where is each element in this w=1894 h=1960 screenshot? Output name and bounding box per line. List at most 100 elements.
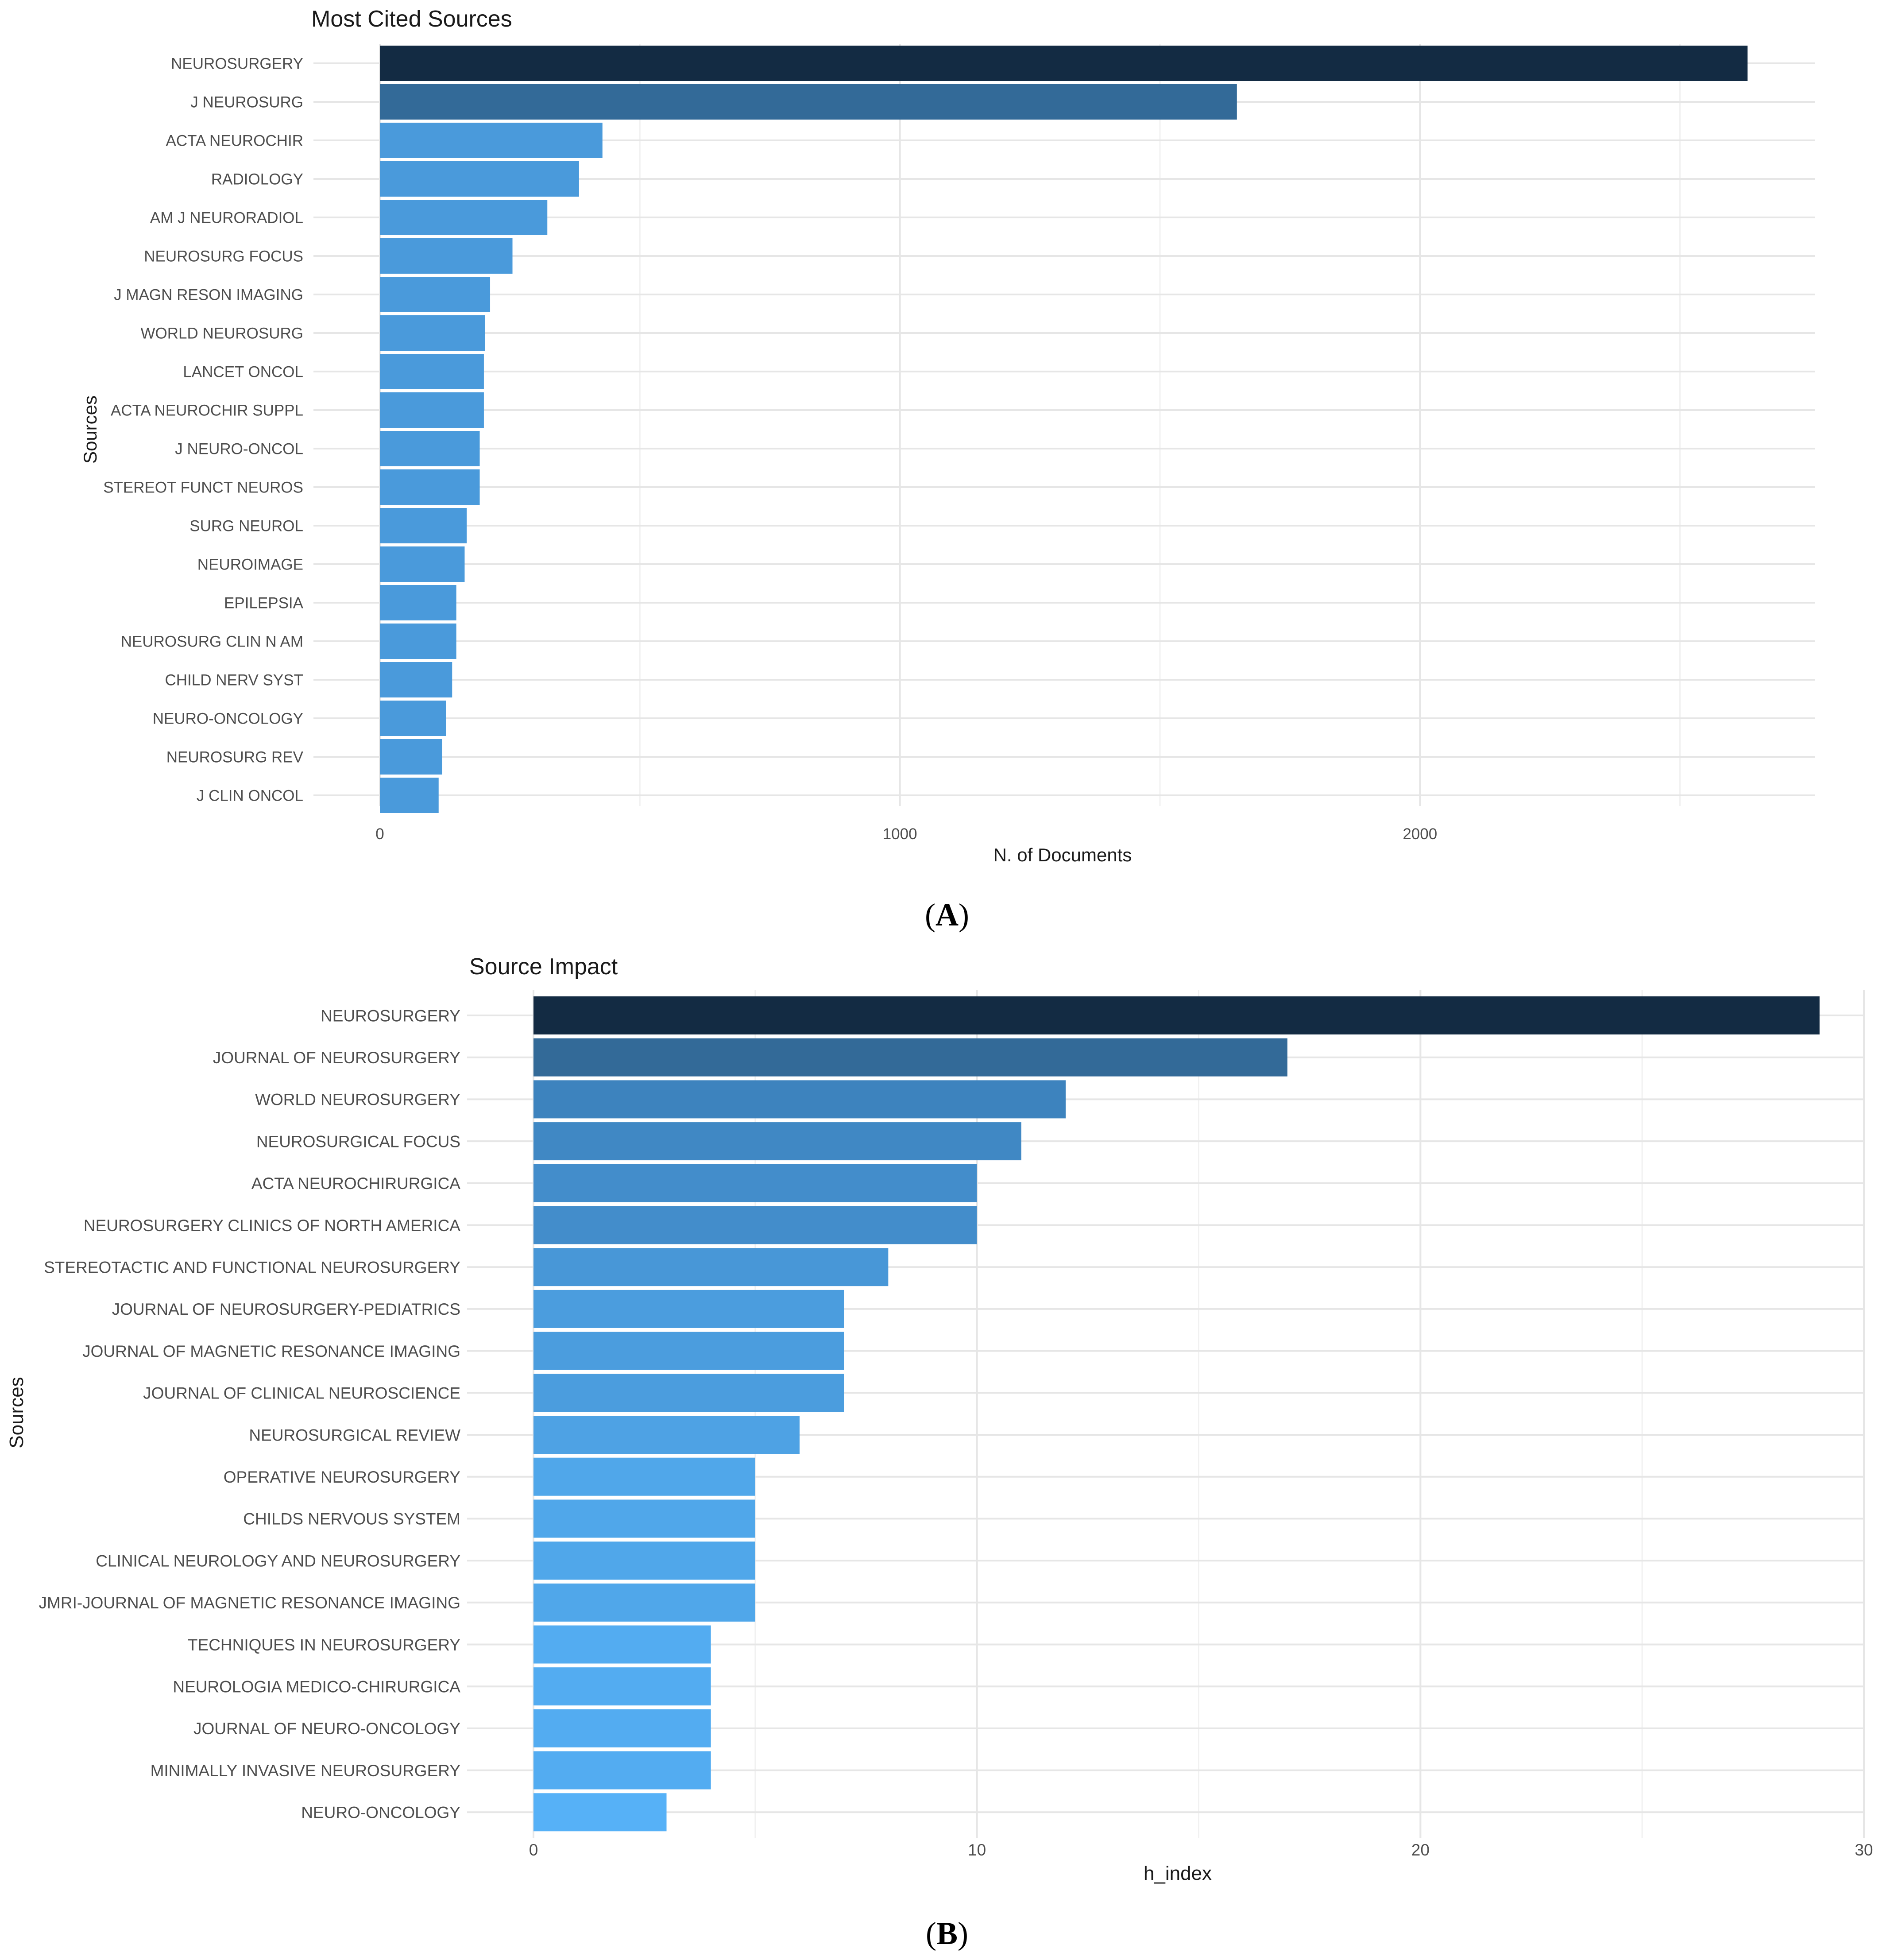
bar: [533, 1416, 800, 1454]
bar: [533, 1751, 711, 1790]
x-tick-label: 1000: [883, 825, 917, 843]
category-label: NEUROSURGICAL FOCUS: [256, 1132, 460, 1150]
bar: [380, 431, 480, 466]
bar: [380, 354, 484, 389]
bar: [533, 1206, 977, 1244]
caption-close-paren: ): [959, 897, 969, 933]
category-label: EPILEPSIA: [224, 595, 304, 612]
bar: [533, 996, 1820, 1034]
category-label: JOURNAL OF MAGNETIC RESONANCE IMAGING: [82, 1342, 460, 1360]
bar: [380, 469, 480, 505]
category-label: SURG NEUROL: [189, 518, 303, 535]
category-label: JOURNAL OF NEUROSURGERY: [213, 1049, 460, 1067]
bar: [380, 392, 484, 428]
category-label: OPERATIVE NEUROSURGERY: [224, 1468, 460, 1486]
bar: [380, 662, 452, 697]
bar: [380, 701, 446, 736]
category-label: J NEUROSURG: [190, 94, 303, 111]
bar: [380, 123, 603, 158]
caption-open-paren: (: [925, 897, 935, 933]
x-tick-label: 2000: [1403, 825, 1437, 843]
category-label: JMRI-JOURNAL OF MAGNETIC RESONANCE IMAGI…: [39, 1594, 460, 1612]
bar: [380, 546, 465, 582]
chart-title: Most Cited Sources: [311, 6, 512, 32]
bar: [533, 1499, 755, 1538]
bar: [533, 1248, 889, 1286]
category-label: J MAGN RESON IMAGING: [114, 287, 303, 304]
bar: [533, 1080, 1066, 1119]
bar: [380, 508, 467, 543]
x-axis-label: N. of Documents: [993, 844, 1132, 865]
bar: [380, 585, 456, 620]
category-label: CHILD NERV SYST: [165, 672, 304, 689]
y-axis-label: Sources: [80, 395, 100, 464]
category-label: ACTA NEUROCHIR SUPPL: [111, 402, 303, 419]
category-label: NEUROSURG CLIN N AM: [121, 633, 303, 651]
category-label: STEREOTACTIC AND FUNCTIONAL NEUROSURGERY: [44, 1259, 460, 1277]
bar: [533, 1583, 755, 1622]
bar: [533, 1793, 667, 1832]
x-tick-label: 0: [529, 1841, 538, 1859]
category-label: NEUROSURGERY: [171, 55, 303, 73]
bar: [533, 1374, 844, 1412]
bar: [380, 46, 1748, 81]
panel-caption: (B): [926, 1916, 968, 1951]
bar: [533, 1542, 755, 1580]
category-label: NEUROIMAGE: [197, 556, 303, 573]
caption-letter: A: [935, 897, 959, 933]
category-label: LANCET ONCOL: [183, 364, 303, 381]
bar: [380, 277, 491, 312]
bar: [380, 84, 1237, 120]
chart-title: Source Impact: [469, 954, 618, 980]
category-label: WORLD NEUROSURGERY: [255, 1091, 460, 1109]
category-label: STEREOT FUNCT NEUROS: [103, 479, 303, 496]
bar: [380, 315, 485, 351]
category-label: NEUROSURG FOCUS: [144, 248, 303, 265]
category-label: CLINICAL NEUROLOGY AND NEUROSURGERY: [96, 1552, 460, 1570]
category-label: NEUROSURG REV: [166, 749, 304, 766]
bar: [533, 1332, 844, 1370]
bar: [380, 200, 548, 235]
bar: [380, 624, 456, 659]
x-tick-label: 0: [375, 825, 384, 843]
category-label: AM J NEURORADIOL: [150, 209, 303, 227]
bar: [533, 1122, 1021, 1161]
category-label: NEUROLOGIA MEDICO-CHIRURGICA: [173, 1678, 460, 1696]
y-axis-label: Sources: [6, 1377, 27, 1448]
caption-open-paren: (: [926, 1916, 936, 1951]
bar: [380, 778, 439, 813]
caption-letter: B: [936, 1916, 958, 1951]
category-label: JOURNAL OF NEURO-ONCOLOGY: [193, 1720, 460, 1738]
bar: [533, 1457, 755, 1496]
panel-caption: (A): [925, 897, 969, 933]
category-label: ACTA NEUROCHIRURGICA: [251, 1174, 460, 1193]
category-label: NEUROSURGICAL REVIEW: [249, 1426, 460, 1444]
chart-panel-b: NEUROSURGERY JOURNAL OF NEUROSURGERY WORLD…: [6, 954, 1873, 1951]
x-axis-label: h_index: [1144, 1863, 1212, 1884]
bar: [533, 1709, 711, 1747]
x-tick-label: 10: [968, 1841, 986, 1859]
chart-panel-a: NEUROSURGERY J NEUROSURG ACTA NEUROCHIR RAD…: [80, 6, 1815, 933]
x-tick-label: 30: [1855, 1841, 1873, 1859]
category-label: J CLIN ONCOL: [197, 787, 303, 805]
category-label: WORLD NEUROSURG: [140, 325, 303, 342]
category-label: ACTA NEUROCHIR: [166, 132, 304, 150]
category-label: CHILDS NERVOUS SYSTEM: [243, 1510, 460, 1528]
category-label: JOURNAL OF CLINICAL NEUROSCIENCE: [143, 1384, 460, 1402]
bar: [380, 161, 579, 197]
category-label: J NEURO-ONCOL: [175, 441, 303, 458]
bar: [533, 1625, 711, 1664]
category-label: JOURNAL OF NEUROSURGERY-PEDIATRICS: [112, 1300, 460, 1318]
category-label: RADIOLOGY: [211, 171, 303, 188]
category-label: NEUROSURGERY CLINICS OF NORTH AMERICA: [84, 1216, 460, 1235]
category-label: NEURO-ONCOLOGY: [153, 710, 303, 728]
bar: [533, 1667, 711, 1706]
bar: [533, 1038, 1287, 1077]
category-label: MINIMALLY INVASIVE NEUROSURGERY: [151, 1762, 460, 1780]
category-label: NEURO-ONCOLOGY: [301, 1804, 460, 1822]
bar: [533, 1164, 977, 1202]
bar: [380, 739, 442, 775]
category-label: NEUROSURGERY: [321, 1007, 460, 1025]
caption-close-paren: ): [958, 1916, 968, 1951]
bar: [533, 1290, 844, 1328]
